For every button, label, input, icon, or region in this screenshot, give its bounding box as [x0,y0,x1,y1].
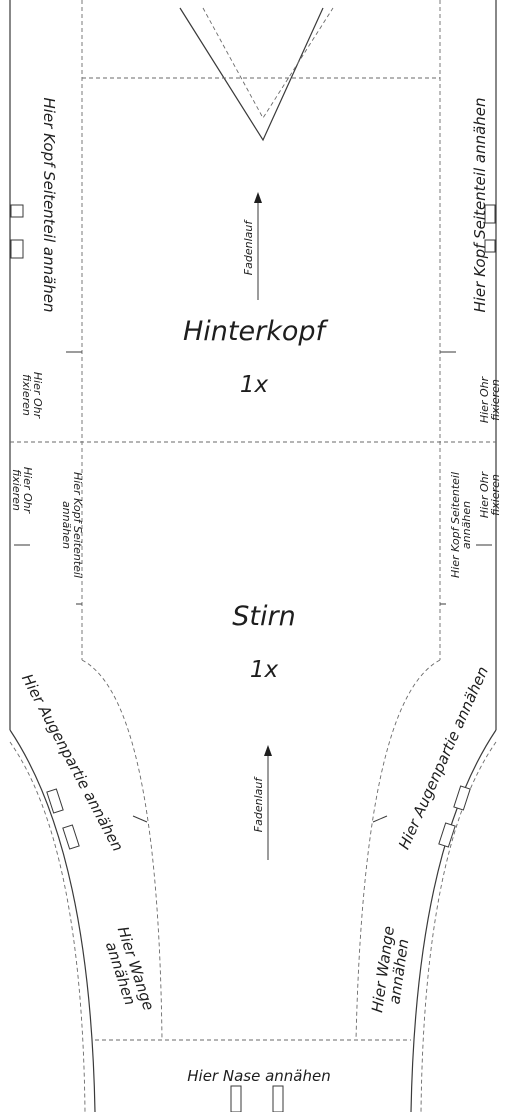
grain-label-bottom: Fadenlauf [252,776,265,833]
notch-eye-left-2 [62,824,80,850]
svg-text:Hier Ohr: Hier Ohr [31,372,44,420]
seam-lines [9,0,497,1112]
label-kopf-seitenteil-small-right: Hier Kopf Seitenteil annähen [449,472,473,578]
label-kopf-seitenteil-small-left: Hier Kopf Seitenteil annähen [60,472,84,578]
label-ohr-right-top: Hier Ohr fixieren [478,375,502,423]
count-hinterkopf: 1x [240,372,269,398]
svg-text:fixieren: fixieren [10,469,23,511]
svg-text:Hier Ohr: Hier Ohr [21,467,34,515]
grainline-arrow-bottom [264,745,272,860]
notch-eye-right-2 [438,822,456,848]
svg-text:Hier Ohr: Hier Ohr [478,470,491,518]
label-ohr-left-top: Hier Ohr fixieren [20,372,44,420]
label-wange-right: Hier Wange annähen [368,925,412,1014]
cut-outline [9,0,497,1112]
notches [10,204,496,1112]
notch-right-2 [484,239,496,253]
label-ohr-left-bottom: Hier Ohr fixieren [10,467,34,515]
svg-text:fixieren: fixieren [489,379,502,421]
notch-eye-right-1 [453,785,471,811]
notch-nose-1 [230,1085,242,1112]
notch-right-1 [484,204,496,224]
label-ohr-right-bottom: Hier Ohr fixieren [478,470,502,518]
title-hinterkopf: Hinterkopf [183,316,329,347]
label-kopf-seitenteil-left: Hier Kopf Seitenteil annähen [40,97,58,312]
notch-nose-2 [272,1085,284,1112]
title-stirn: Stirn [232,601,295,632]
svg-text:Hier Ohr: Hier Ohr [478,375,491,423]
label-nase: Hier Nase annähen [187,1067,330,1085]
svg-text:fixieren: fixieren [20,374,33,416]
notch-left-1 [10,204,24,218]
notch-left-2 [10,239,24,259]
label-wange-left: Hier Wange annähen [102,924,158,1012]
label-kopf-seitenteil-right: Hier Kopf Seitenteil annähen [471,97,489,312]
grain-label-top: Fadenlauf [242,219,255,276]
svg-text:annähen: annähen [60,501,73,549]
grainline-arrow-top [254,192,262,300]
notch-eye-left-1 [46,788,64,814]
svg-text:Hier Kopf Seitenteil: Hier Kopf Seitenteil [71,472,84,578]
count-stirn: 1x [250,657,279,683]
svg-text:Hier Kopf Seitenteil: Hier Kopf Seitenteil [449,472,462,578]
svg-text:annähen: annähen [460,501,473,549]
svg-text:fixieren: fixieren [489,474,502,516]
